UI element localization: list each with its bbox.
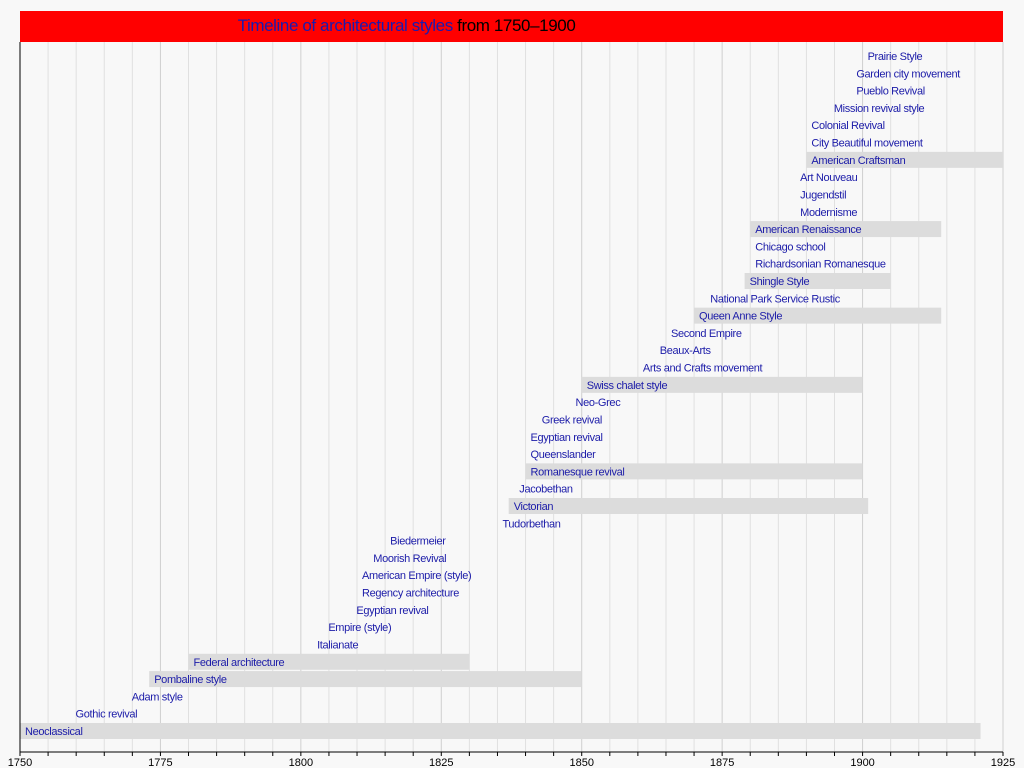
chart-title: Timeline of architectural styles from 17…	[20, 16, 1003, 36]
style-label[interactable]: Second Empire	[671, 328, 742, 340]
bar	[581, 376, 863, 393]
style-label[interactable]: Moorish Revival	[373, 553, 446, 565]
style-label[interactable]: Jugendstil	[800, 189, 846, 201]
style-label[interactable]: Arts and Crafts movement	[643, 363, 763, 375]
tick-label: 1900	[850, 757, 874, 768]
style-label[interactable]: Beaux-Arts	[660, 345, 712, 357]
style-label[interactable]: Chicago school	[755, 241, 826, 253]
style-label[interactable]: Shingle Style	[750, 276, 810, 288]
bar	[806, 151, 1003, 168]
style-label[interactable]: Modernisme	[800, 207, 858, 219]
tick-label: 1925	[991, 757, 1015, 768]
style-label[interactable]: Richardsonian Romanesque	[755, 259, 886, 271]
bar	[750, 221, 942, 238]
tick-label: 1750	[8, 757, 32, 768]
style-label[interactable]: Tudorbethan	[502, 518, 561, 530]
style-label[interactable]: American Renaissance	[755, 224, 862, 236]
title-bar: Timeline of architectural styles from 17…	[20, 11, 1003, 42]
style-label[interactable]: National Park Service Rustic	[710, 293, 841, 305]
style-label[interactable]: Biedermeier	[390, 536, 446, 548]
labels: Neoclassical Gothic revival Adam style Pomb…	[25, 51, 961, 738]
style-label[interactable]: Greek revival	[542, 414, 603, 426]
title-rest: from 1750–1900	[457, 16, 576, 35]
bar	[744, 273, 891, 289]
tick-label: 1825	[429, 757, 453, 768]
style-label[interactable]: City Beautiful movement	[811, 138, 923, 150]
style-label[interactable]: Prairie Style	[868, 51, 923, 63]
style-label[interactable]: American Empire (style)	[362, 570, 472, 582]
style-label[interactable]: Romanesque revival	[531, 466, 625, 478]
style-label[interactable]: Gothic revival	[76, 709, 138, 721]
bar	[20, 723, 981, 739]
style-label[interactable]: American Craftsman	[811, 155, 906, 167]
style-label[interactable]: Victorian	[514, 501, 554, 513]
x-axis: 1750 1775 1800 1825 1850 1875 1900 1925	[8, 42, 1015, 768]
style-label[interactable]: Pombaline style	[154, 674, 227, 686]
style-label[interactable]: Colonial Revival	[811, 120, 885, 132]
style-label[interactable]: Queen Anne Style	[699, 311, 783, 323]
title-link[interactable]: Timeline of architectural styles	[237, 16, 454, 35]
style-label[interactable]: Swiss chalet style	[587, 380, 668, 392]
style-label[interactable]: Adam style	[132, 691, 183, 703]
style-label[interactable]: Neoclassical	[25, 726, 83, 738]
tick-label: 1800	[289, 757, 313, 768]
style-label[interactable]: Queenslander	[531, 449, 597, 461]
style-label[interactable]: Regency architecture	[362, 588, 460, 600]
style-label[interactable]: Art Nouveau	[800, 172, 858, 184]
style-label[interactable]: Federal architecture	[194, 657, 285, 669]
style-label[interactable]: Empire (style)	[328, 622, 391, 634]
style-label[interactable]: Garden city movement	[856, 68, 960, 80]
tick-label: 1775	[148, 757, 172, 768]
style-label[interactable]: Mission revival style	[834, 103, 925, 115]
bar	[149, 671, 582, 688]
style-label[interactable]: Neo-Grec	[575, 397, 621, 409]
style-label[interactable]: Jacobethan	[519, 484, 573, 496]
bar	[188, 653, 470, 670]
style-label[interactable]: Pueblo Revival	[856, 86, 925, 98]
bar	[508, 498, 869, 514]
gridlines	[47, 42, 1004, 752]
tick-label: 1875	[710, 757, 734, 768]
style-label[interactable]: Egyptian revival	[356, 605, 428, 617]
tick-label: 1850	[569, 757, 593, 768]
bar	[694, 307, 942, 324]
bars	[20, 151, 1003, 739]
bar	[525, 463, 863, 480]
style-label[interactable]: Egyptian revival	[531, 432, 603, 444]
style-label[interactable]: Italianate	[317, 639, 359, 651]
